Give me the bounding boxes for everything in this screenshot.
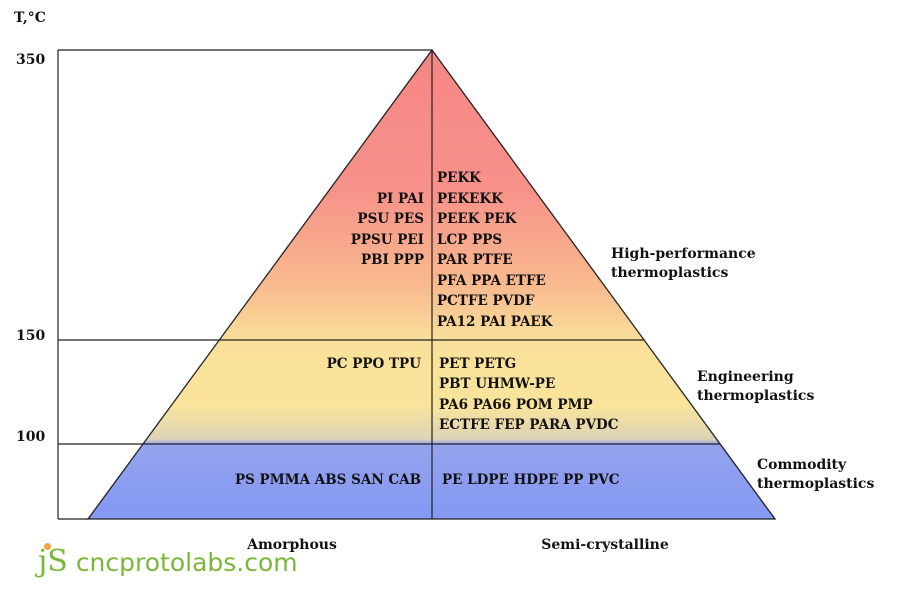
semicrystalline-commodity-line: PE LDPE HDPE PP PVC bbox=[442, 472, 620, 488]
tier-label-high: High-performance bbox=[611, 246, 756, 262]
semicrystalline-high-line: PA12 PAI PAEK bbox=[437, 314, 554, 330]
semicrystalline-high-line: PFA PPA ETFE bbox=[437, 273, 546, 289]
logo-dot-icon bbox=[44, 543, 51, 550]
tier-label-commodity: Commodity bbox=[757, 457, 847, 473]
column-label-amorphous: Amorphous bbox=[246, 537, 337, 553]
semicrystalline-engineering-line: PA6 PA66 POM PMP bbox=[439, 397, 593, 413]
semicrystalline-high-line: PAR PTFE bbox=[437, 252, 513, 268]
amorphous-high-line: PBI PPP bbox=[361, 252, 424, 268]
amorphous-high-line: PSU PES bbox=[357, 211, 424, 227]
semicrystalline-high-line: PEKEKK bbox=[437, 191, 504, 207]
semicrystalline-high-line: PEEK PEK bbox=[437, 211, 518, 227]
semicrystalline-engineering-line: PBT UHMW-PE bbox=[439, 376, 555, 392]
column-label-semicrystalline: Semi-crystalline bbox=[541, 537, 669, 553]
tier-label-high: thermoplastics bbox=[611, 265, 728, 281]
logo: jS cncprotolabs.com bbox=[38, 543, 298, 579]
tick-150: 150 bbox=[16, 328, 45, 344]
amorphous-commodity-line: PS PMMA ABS SAN CAB bbox=[235, 472, 421, 488]
tier-label-commodity: thermoplastics bbox=[757, 476, 874, 492]
semicrystalline-high-line: PCTFE PVDF bbox=[437, 293, 535, 309]
tier-label-engineering: Engineering bbox=[697, 369, 794, 385]
semicrystalline-engineering-line: ECTFE FEP PARA PVDC bbox=[439, 417, 619, 433]
semicrystalline-engineering-line: PET PETG bbox=[439, 356, 516, 372]
logo-mark: jS bbox=[38, 544, 68, 579]
amorphous-high-line: PPSU PEI bbox=[351, 232, 424, 248]
amorphous-engineering-line: PC PPO TPU bbox=[327, 356, 422, 372]
logo-text: cncprotolabs.com bbox=[75, 548, 298, 577]
semicrystalline-high-line: PEKK bbox=[437, 170, 482, 186]
tier-label-engineering: thermoplastics bbox=[697, 388, 814, 404]
tick-100: 100 bbox=[16, 429, 45, 445]
amorphous-high-line: PI PAI bbox=[377, 191, 424, 207]
axis-unit-label: T,°C bbox=[14, 10, 46, 26]
tick-350: 350 bbox=[16, 52, 45, 68]
semicrystalline-high-line: LCP PPS bbox=[437, 232, 502, 248]
